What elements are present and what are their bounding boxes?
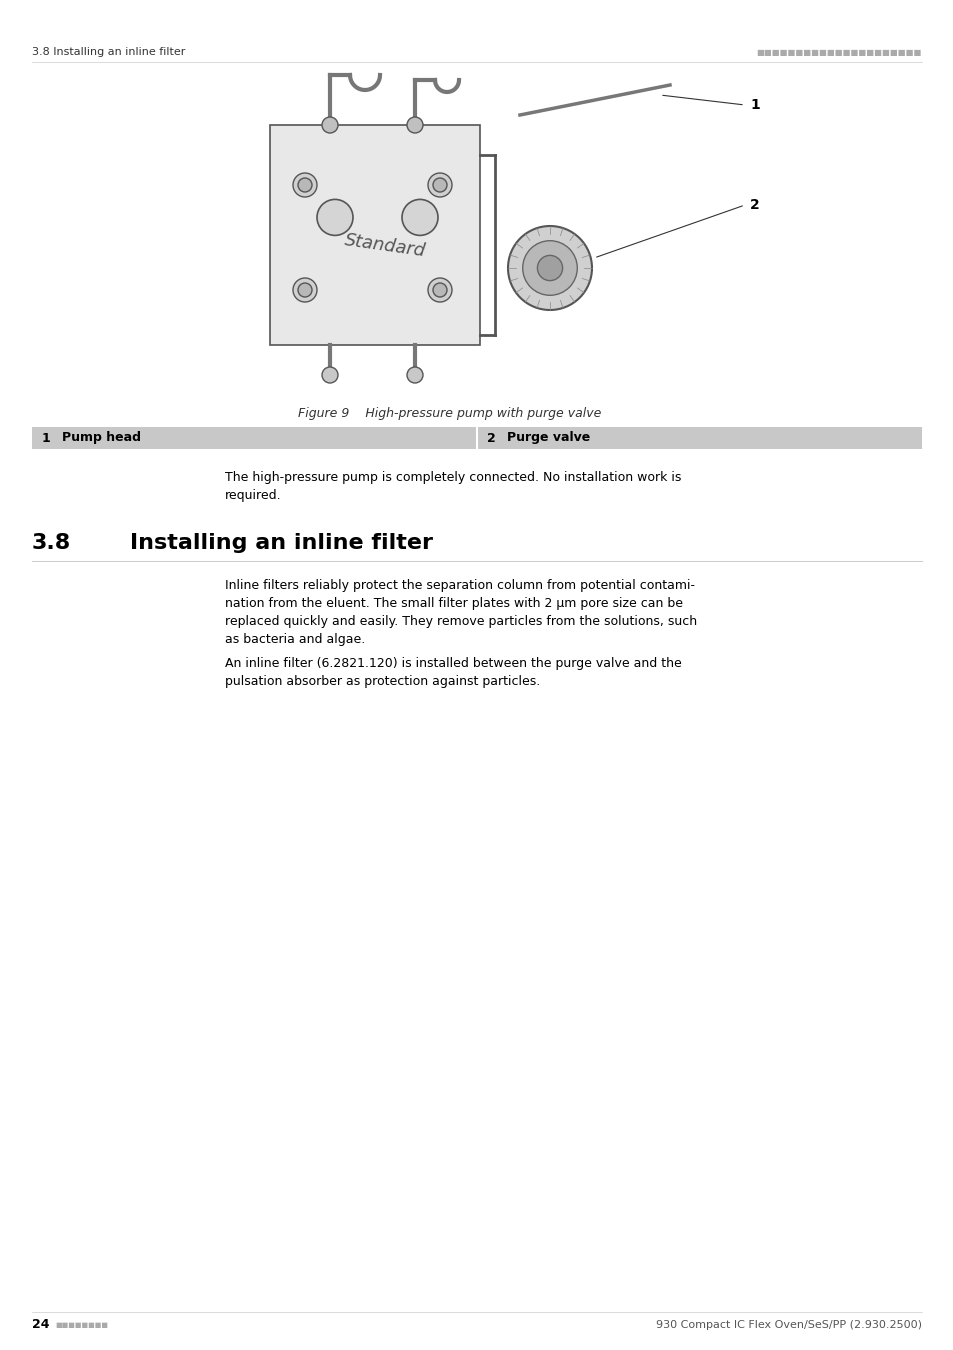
Circle shape xyxy=(407,117,422,134)
Circle shape xyxy=(401,200,437,235)
Circle shape xyxy=(316,200,353,235)
Circle shape xyxy=(428,173,452,197)
Circle shape xyxy=(537,255,562,281)
Text: Purge valve: Purge valve xyxy=(506,432,590,444)
Text: The high-pressure pump is completely connected. No installation work is
required: The high-pressure pump is completely con… xyxy=(225,471,680,502)
Text: 24: 24 xyxy=(32,1319,50,1331)
Text: An inline filter (6.2821.120) is installed between the purge valve and the
pulsa: An inline filter (6.2821.120) is install… xyxy=(225,657,681,688)
Text: Installing an inline filter: Installing an inline filter xyxy=(130,533,433,554)
Circle shape xyxy=(428,278,452,302)
Text: 1: 1 xyxy=(42,432,51,444)
Bar xyxy=(476,427,921,450)
Text: Inline filters reliably protect the separation column from potential contami-
na: Inline filters reliably protect the sepa… xyxy=(225,579,697,647)
Circle shape xyxy=(407,367,422,383)
Text: ■■■■■■■■: ■■■■■■■■ xyxy=(55,1322,108,1328)
Text: ■■■■■■■■■■■■■■■■■■■■■: ■■■■■■■■■■■■■■■■■■■■■ xyxy=(756,47,921,57)
Circle shape xyxy=(322,367,337,383)
Circle shape xyxy=(322,117,337,134)
Text: 930 Compact IC Flex Oven/SeS/PP (2.930.2500): 930 Compact IC Flex Oven/SeS/PP (2.930.2… xyxy=(656,1320,921,1330)
Text: 1: 1 xyxy=(749,99,759,112)
Text: 2: 2 xyxy=(486,432,496,444)
Circle shape xyxy=(507,225,592,310)
FancyBboxPatch shape xyxy=(270,126,479,346)
Circle shape xyxy=(293,173,316,197)
Text: Standard: Standard xyxy=(343,231,427,261)
Text: 3.8: 3.8 xyxy=(32,533,71,554)
Text: 3.8 Installing an inline filter: 3.8 Installing an inline filter xyxy=(32,47,185,57)
Circle shape xyxy=(433,178,447,192)
Text: 2: 2 xyxy=(749,198,759,212)
Circle shape xyxy=(297,284,312,297)
Circle shape xyxy=(297,178,312,192)
Text: Pump head: Pump head xyxy=(62,432,141,444)
Bar xyxy=(230,76,689,396)
Bar xyxy=(32,427,476,450)
Circle shape xyxy=(293,278,316,302)
Circle shape xyxy=(522,240,577,296)
Text: Figure 9    High-pressure pump with purge valve: Figure 9 High-pressure pump with purge v… xyxy=(298,406,601,420)
Circle shape xyxy=(433,284,447,297)
